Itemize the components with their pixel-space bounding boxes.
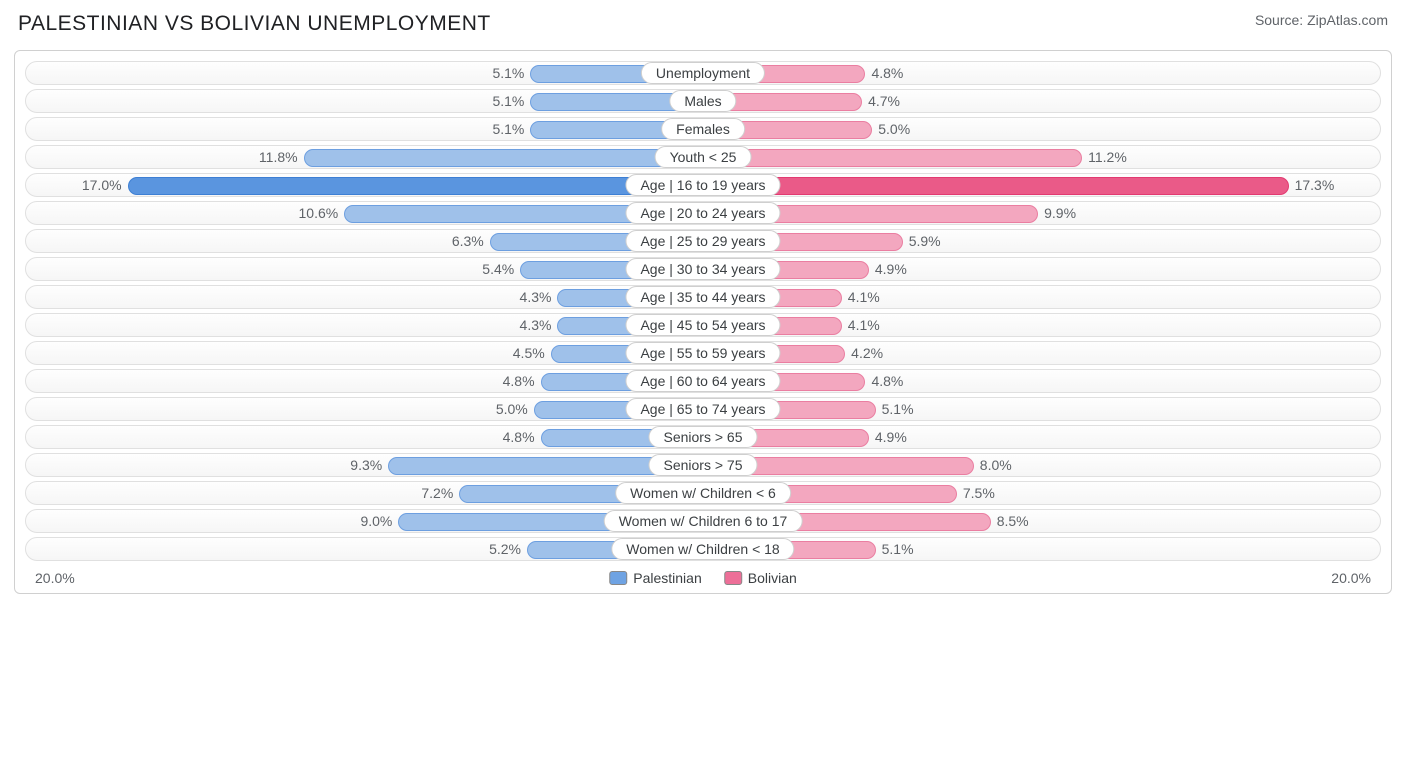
chart-title: PALESTINIAN VS BOLIVIAN UNEMPLOYMENT [18,12,491,36]
bar-right [703,177,1289,195]
value-label-right: 5.1% [882,541,914,557]
bar-right [703,149,1082,167]
chart-row: 6.3% 5.9% Age | 25 to 29 years [25,229,1381,253]
value-label-right: 4.8% [871,65,903,81]
value-label-right: 5.0% [878,121,910,137]
legend-item-left: Palestinian [609,570,702,586]
category-pill: Age | 60 to 64 years [625,370,780,392]
chart-row: 5.0% 5.1% Age | 65 to 74 years [25,397,1381,421]
bar-left [128,177,703,195]
category-pill: Women w/ Children 6 to 17 [604,510,803,532]
chart-row: 4.5% 4.2% Age | 55 to 59 years [25,341,1381,365]
value-label-left: 9.3% [350,457,382,473]
value-label-left: 11.8% [259,149,298,165]
category-pill: Age | 45 to 54 years [625,314,780,336]
value-label-left: 5.0% [496,401,528,417]
category-pill: Age | 20 to 24 years [625,202,780,224]
value-label-left: 6.3% [452,233,484,249]
value-label-left: 5.4% [482,261,514,277]
chart-row: 9.0% 8.5% Women w/ Children 6 to 17 [25,509,1381,533]
category-pill: Males [669,90,736,112]
value-label-left: 5.1% [492,93,524,109]
chart-row: 7.2% 7.5% Women w/ Children < 6 [25,481,1381,505]
legend-swatch-right [724,571,742,585]
chart-footer: 20.0% Palestinian Bolivian 20.0% [25,567,1381,589]
legend-swatch-left [609,571,627,585]
value-label-left: 4.5% [513,345,545,361]
value-label-right: 11.2% [1088,149,1127,165]
bar-left [304,149,703,167]
value-label-right: 9.9% [1044,205,1076,221]
chart-row: 5.2% 5.1% Women w/ Children < 18 [25,537,1381,561]
value-label-right: 4.9% [875,261,907,277]
value-label-left: 10.6% [299,205,339,221]
chart-source: Source: ZipAtlas.com [1255,12,1388,28]
value-label-left: 5.1% [492,65,524,81]
chart-frame: 5.1%4.8%Unemployment5.1%4.7%Males5.1%5.0… [14,50,1392,594]
value-label-right: 4.1% [848,289,880,305]
chart-row: 5.4% 4.9% Age | 30 to 34 years [25,257,1381,281]
category-pill: Seniors > 75 [649,454,758,476]
chart-row: 4.8% 4.9% Seniors > 65 [25,425,1381,449]
category-pill: Age | 55 to 59 years [625,342,780,364]
category-pill: Age | 25 to 29 years [625,230,780,252]
value-label-right: 5.1% [882,401,914,417]
chart-row: 9.3% 8.0% Seniors > 75 [25,453,1381,477]
category-pill: Unemployment [641,62,765,84]
legend-label-right: Bolivian [748,570,797,586]
value-label-right: 4.2% [851,345,883,361]
value-label-left: 4.8% [503,429,535,445]
category-pill: Age | 30 to 34 years [625,258,780,280]
value-label-left: 5.1% [492,121,524,137]
chart-header: PALESTINIAN VS BOLIVIAN UNEMPLOYMENT Sou… [14,12,1392,36]
value-label-right: 4.1% [848,317,880,333]
legend-label-left: Palestinian [633,570,702,586]
category-pill: Youth < 25 [655,146,752,168]
axis-max-right: 20.0% [1331,570,1371,586]
chart-row: 4.3% 4.1% Age | 45 to 54 years [25,313,1381,337]
chart-row: 4.3% 4.1% Age | 35 to 44 years [25,285,1381,309]
category-pill: Seniors > 65 [649,426,758,448]
value-label-left: 4.8% [503,373,535,389]
chart-row: 17.0% 17.3% Age | 16 to 19 years [25,173,1381,197]
chart-row: 10.6% 9.9% Age | 20 to 24 years [25,201,1381,225]
category-pill: Age | 65 to 74 years [625,398,780,420]
value-label-right: 4.9% [875,429,907,445]
chart-row: 5.1% 4.8% Unemployment [25,61,1381,85]
value-label-left: 9.0% [360,513,392,529]
value-label-left: 4.3% [520,289,552,305]
value-label-right: 4.7% [868,93,900,109]
category-pill: Age | 35 to 44 years [625,286,780,308]
legend-item-right: Bolivian [724,570,797,586]
category-pill: Women w/ Children < 18 [611,538,794,560]
value-label-left: 17.0% [82,177,122,193]
category-pill: Age | 16 to 19 years [625,174,780,196]
value-label-right: 4.8% [871,373,903,389]
chart-row: 5.1% 4.7% Males [25,89,1381,113]
chart-row: 5.1% 5.0% Females [25,117,1381,141]
category-pill: Females [661,118,745,140]
chart-row: 11.8% 11.2% Youth < 25 [25,145,1381,169]
value-label-right: 7.5% [963,485,995,501]
category-pill: Women w/ Children < 6 [615,482,791,504]
value-label-right: 5.9% [909,233,941,249]
value-label-right: 8.5% [997,513,1029,529]
value-label-right: 8.0% [980,457,1012,473]
axis-max-left: 20.0% [35,570,75,586]
chart-row: 4.8% 4.8% Age | 60 to 64 years [25,369,1381,393]
value-label-right: 17.3% [1295,177,1335,193]
value-label-left: 4.3% [520,317,552,333]
chart-rows: 5.1%4.8%Unemployment5.1%4.7%Males5.1%5.0… [25,61,1381,561]
chart-legend: Palestinian Bolivian [609,570,797,586]
value-label-left: 5.2% [489,541,521,557]
value-label-left: 7.2% [421,485,453,501]
